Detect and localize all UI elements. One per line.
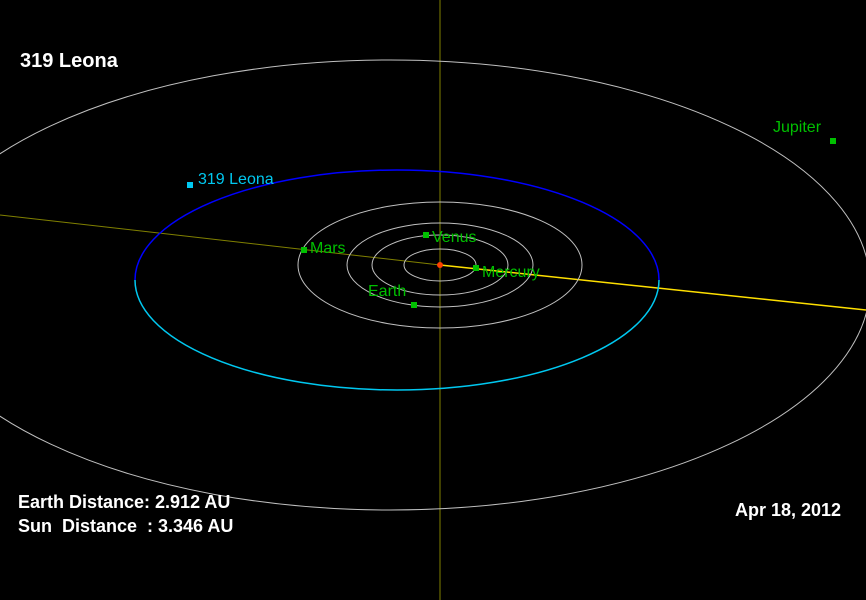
jupiter-label: Jupiter [773, 119, 821, 137]
venus-label: Venus [432, 229, 476, 247]
earth-distance-readout: Earth Distance: 2.912 AU [18, 492, 230, 513]
earth-label: Earth [368, 283, 406, 301]
sun-distance-readout: Sun Distance : 3.346 AU [18, 516, 233, 537]
epoch-date: Apr 18, 2012 [735, 500, 841, 521]
object-title: 319 Leona [20, 50, 118, 73]
orbit-diagram: { "canvas": { "width": 866, "height": 60… [0, 0, 866, 600]
mars-label: Mars [310, 240, 346, 258]
mercury-label: Mercury [482, 264, 540, 282]
asteroid-label: 319 Leona [198, 171, 274, 189]
